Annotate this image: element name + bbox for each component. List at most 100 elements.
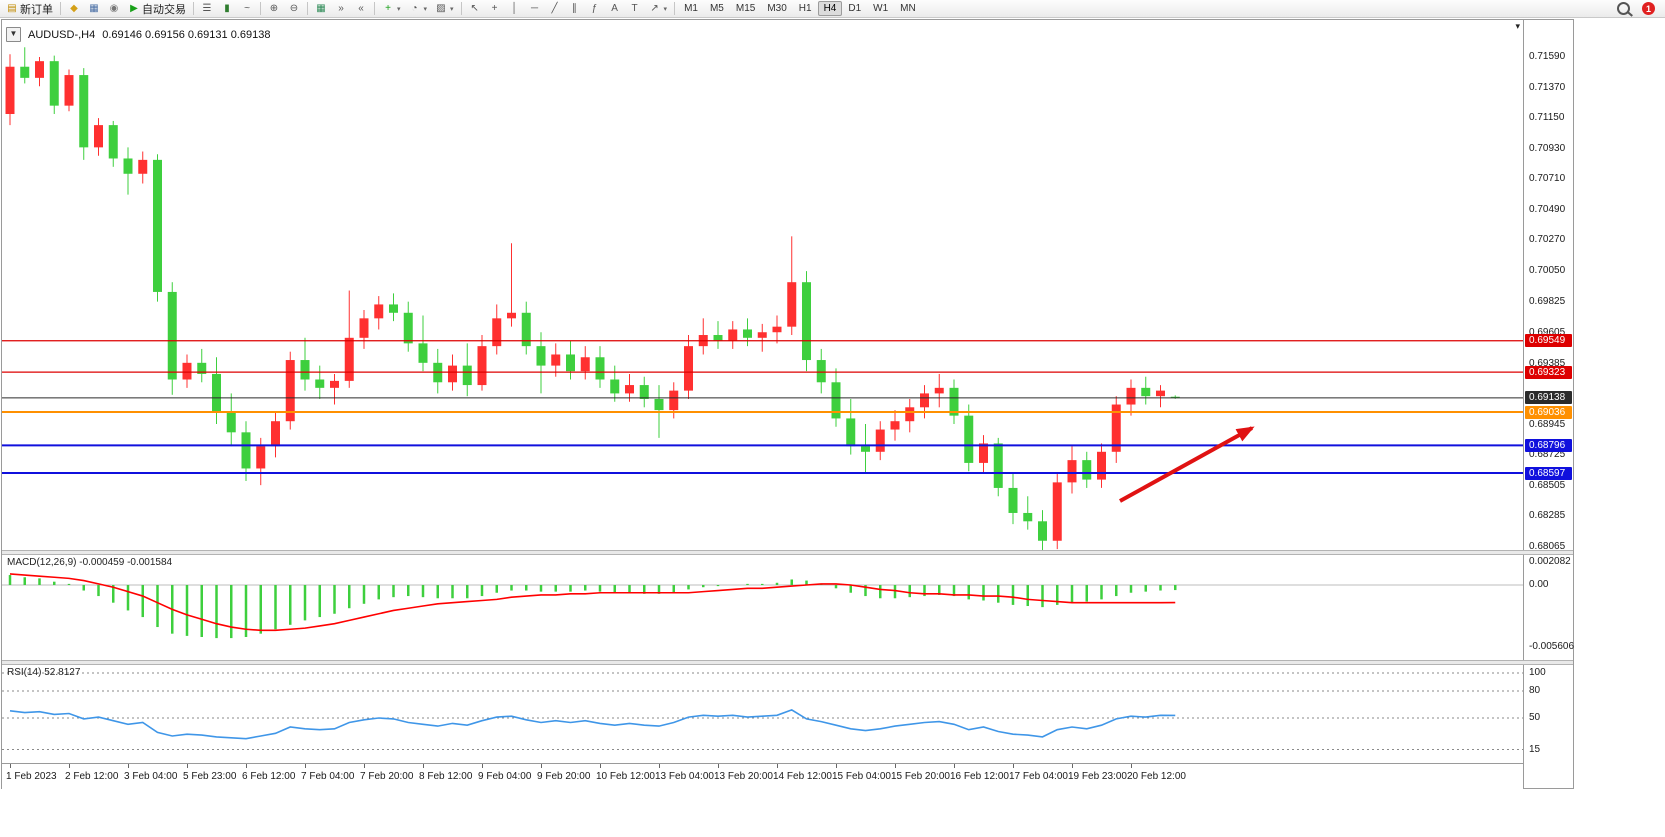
time-axis-tick xyxy=(1072,764,1073,768)
rsi-label: RSI(14) 52.8127 xyxy=(7,667,81,678)
time-axis-tick xyxy=(541,764,542,768)
timeframe-mn[interactable]: MN xyxy=(894,1,922,16)
text-button[interactable]: A xyxy=(605,1,625,17)
time-axis-tick xyxy=(364,764,365,768)
time-axis-label: 7 Feb 20:00 xyxy=(360,771,414,782)
zoom-out-button[interactable]: ⊖ xyxy=(284,1,304,17)
timeframe-w1[interactable]: W1 xyxy=(867,1,894,16)
candlestick-chart[interactable] xyxy=(2,20,1523,550)
time-axis-tick xyxy=(1131,764,1132,768)
text-icon: A xyxy=(611,2,618,14)
time-axis-tick xyxy=(895,764,896,768)
price-line-tag: 0.69323 xyxy=(1525,365,1572,379)
horizontal-line-icon: ─ xyxy=(531,2,539,14)
price-axis[interactable]: 0.71590 0.71370 0.71150 0.70930 0.70710 0.704… xyxy=(1523,20,1575,788)
fibonacci-button[interactable]: ƒ xyxy=(585,1,605,17)
chart-shift-button[interactable]: « xyxy=(351,1,371,17)
search-button[interactable] xyxy=(1613,1,1634,17)
cursor-icon: ↖ xyxy=(470,2,479,14)
price-chart-pane[interactable]: ▼ AUDUSD-,H4 0.69146 0.69156 0.69131 0.6… xyxy=(2,20,1523,550)
tile-windows-icon: ▦ xyxy=(316,2,326,14)
fibonacci-icon: ƒ xyxy=(591,2,598,14)
data-window-icon: ▦ xyxy=(89,2,99,14)
new-order-button[interactable]: ▤ 新订单 xyxy=(2,1,57,17)
time-axis-label: 16 Feb 12:00 xyxy=(950,771,1009,782)
time-axis-tick xyxy=(954,764,955,768)
price-axis-label: 0.71150 xyxy=(1529,112,1565,124)
time-axis-tick xyxy=(777,764,778,768)
chart-menu-icon[interactable]: ▾ xyxy=(1515,21,1520,31)
vertical-line-button[interactable]: │ xyxy=(505,1,525,17)
time-axis[interactable]: 1 Feb 2023 2 Feb 12:00 3 Feb 04:00 5 Feb 23… xyxy=(2,763,1523,789)
line-chart-button[interactable]: ~ xyxy=(237,1,257,17)
macd-axis-label: 0.002082 xyxy=(1529,555,1571,567)
timeframe-h1[interactable]: H1 xyxy=(793,1,818,16)
navigator-button[interactable]: ◉ xyxy=(104,1,124,17)
toolbar-separator xyxy=(60,2,61,15)
price-axis-label: 0.71370 xyxy=(1529,81,1566,93)
data-window-button[interactable]: ▦ xyxy=(84,1,104,17)
timeframe-h4[interactable]: H4 xyxy=(817,1,843,16)
rsi-axis-label: 50 xyxy=(1529,712,1541,723)
pane-divider[interactable] xyxy=(2,660,1573,665)
indicators-button[interactable]: + ▾ xyxy=(378,1,405,17)
time-axis-label: 15 Feb 04:00 xyxy=(832,771,891,782)
time-axis-label: 1 Feb 2023 xyxy=(6,771,57,782)
macd-pane[interactable]: MACD(12,26,9) -0.000459 -0.001584 xyxy=(2,554,1523,660)
price-line-tag: 0.68597 xyxy=(1525,466,1572,480)
notification-badge[interactable]: 1 xyxy=(1642,2,1655,15)
price-line-tag: 0.69549 xyxy=(1525,334,1572,348)
navigator-icon: ◉ xyxy=(109,2,119,14)
tile-windows-button[interactable]: ▦ xyxy=(311,1,331,17)
trendline-button[interactable]: ╱ xyxy=(545,1,565,17)
one-click-trading-toggle[interactable]: ▼ xyxy=(6,27,21,42)
auto-scroll-button[interactable]: » xyxy=(331,1,351,17)
time-axis-label: 3 Feb 04:00 xyxy=(124,771,178,782)
auto-trading-label: 自动交易 xyxy=(142,3,186,16)
new-order-label: 新订单 xyxy=(20,3,53,16)
rsi-pane[interactable]: RSI(14) 52.8127 xyxy=(2,664,1523,762)
timeframe-m1[interactable]: M1 xyxy=(678,1,704,16)
bar-chart-icon: ☰ xyxy=(202,2,212,14)
market-watch-button[interactable]: ◆ xyxy=(64,1,84,17)
toolbar-separator xyxy=(193,2,194,15)
channel-button[interactable]: ∥ xyxy=(565,1,585,17)
horizontal-line-button[interactable]: ─ xyxy=(525,1,545,17)
time-axis-tick xyxy=(482,764,483,768)
chart-title: ▼ AUDUSD-,H4 0.69146 0.69156 0.69131 0.6… xyxy=(6,27,270,42)
price-axis-label: 0.68505 xyxy=(1529,479,1566,491)
channel-icon: ∥ xyxy=(572,2,578,14)
timeframe-m15[interactable]: M15 xyxy=(730,1,761,16)
rsi-axis-label: 15 xyxy=(1529,743,1541,755)
toolbar-separator xyxy=(307,2,308,15)
candlestick-chart-button[interactable]: ▮ xyxy=(217,1,237,17)
macd-chart[interactable] xyxy=(2,554,1523,660)
toolbar-separator xyxy=(260,2,261,15)
timeframe-m30[interactable]: M30 xyxy=(761,1,792,16)
templates-button[interactable]: ▨ ▾ xyxy=(431,1,458,17)
zoom-in-button[interactable]: ⊕ xyxy=(264,1,284,17)
vertical-line-icon: │ xyxy=(511,2,518,14)
label-button[interactable]: T xyxy=(625,1,645,17)
price-axis-label: 0.70710 xyxy=(1529,173,1566,185)
pane-divider[interactable] xyxy=(2,550,1573,555)
zoom-in-icon: ⊕ xyxy=(269,2,279,14)
timeframe-d1[interactable]: D1 xyxy=(842,1,867,16)
time-axis-tick xyxy=(836,764,837,768)
crosshair-button[interactable]: + xyxy=(485,1,505,17)
cursor-button[interactable]: ↖ xyxy=(465,1,485,17)
time-axis-tick xyxy=(1013,764,1014,768)
arrow-tool-button[interactable]: ↗ ▾ xyxy=(645,1,672,17)
timeframe-m5[interactable]: M5 xyxy=(704,1,730,16)
periods-button[interactable]: ◔ ▾ xyxy=(405,1,432,17)
chart-window: ▼ AUDUSD-,H4 0.69146 0.69156 0.69131 0.6… xyxy=(1,19,1574,789)
time-axis-label: 13 Feb 04:00 xyxy=(655,771,714,782)
time-axis-label: 6 Feb 12:00 xyxy=(242,771,296,782)
rsi-chart[interactable] xyxy=(2,664,1523,762)
auto-trading-button[interactable]: ▶ 自动交易 xyxy=(124,1,190,17)
macd-axis-label: -0.005606 xyxy=(1529,641,1575,652)
toolbar-button-groups: ▤ 新订单 ◆ ▦ ◉ ▶ 自动交易 ☰ ▮ ~ ⊕ ⊖ ▦ » « + ▾ ◔ ▾ ▨ ▾ ↖ + │ ─ ╱ ∥ ƒ A T ↗ ▾ xyxy=(2,1,671,17)
bar-chart-button[interactable]: ☰ xyxy=(197,1,217,17)
time-axis-label: 10 Feb 12:00 xyxy=(596,771,655,782)
price-axis-label: 0.69385 xyxy=(1529,357,1566,369)
